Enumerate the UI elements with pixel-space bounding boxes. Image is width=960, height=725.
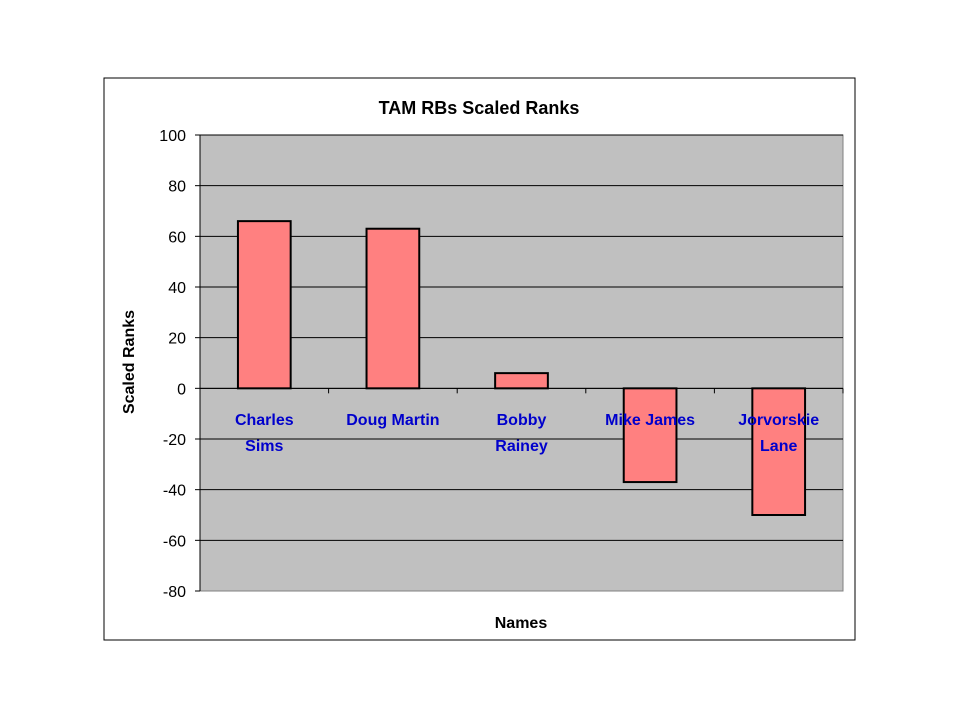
bar	[236, 220, 292, 390]
category-labels: Charles Sims Doug Martin Bobby Rainey Mike Ja…	[235, 412, 819, 455]
category-label: Rainey	[495, 438, 548, 455]
y-axis-label: Scaled Ranks	[121, 310, 138, 414]
y-tick-label: -20	[163, 432, 186, 449]
y-tick-label: -60	[163, 533, 186, 550]
category-label: Jorvorskie	[738, 412, 819, 429]
y-tick-label: 80	[168, 179, 186, 196]
category-label: Sims	[245, 438, 283, 455]
y-tick-label: 0	[177, 381, 186, 398]
bar	[494, 372, 549, 390]
bar	[365, 227, 421, 390]
category-label: Bobby	[497, 412, 547, 429]
y-tick-label: 100	[159, 128, 186, 145]
plot-area	[199, 134, 844, 592]
category-label: Doug Martin	[346, 412, 439, 429]
category-label: Mike James	[605, 412, 695, 429]
bar	[751, 387, 807, 517]
category-label: Lane	[760, 438, 797, 455]
y-tick-label: -40	[163, 483, 186, 500]
y-tick-label: 60	[168, 229, 186, 246]
y-tick-label: 20	[168, 331, 186, 348]
y-axis	[195, 134, 844, 592]
y-tick-label: -80	[163, 584, 186, 601]
bar	[622, 387, 678, 484]
y-tick-labels: 100 80 60 40 20 0 -20 -40 -60 -80	[159, 128, 186, 601]
category-label: Charles	[235, 412, 294, 429]
y-tick-label: 40	[168, 280, 186, 297]
bars	[236, 220, 807, 517]
x-axis-label: Names	[495, 615, 548, 632]
chart-title: TAM RBs Scaled Ranks	[379, 98, 580, 118]
